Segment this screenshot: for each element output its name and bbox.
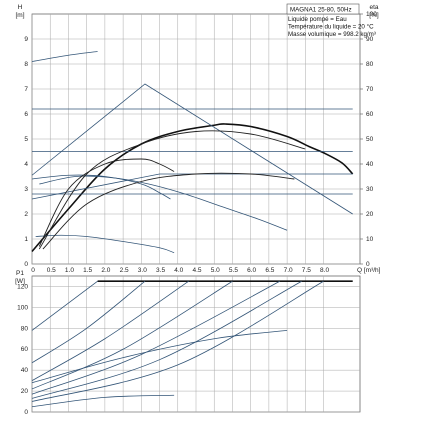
annotation-3: Masse volumique = 998.2 kg/m³ bbox=[288, 31, 376, 38]
upper-eta-12 bbox=[38, 158, 175, 247]
p1-tick-label: 100 bbox=[17, 304, 28, 311]
y-tick-label: 4 bbox=[24, 161, 28, 168]
lower-power-6 bbox=[31, 280, 281, 395]
p1-tick-label: 0 bbox=[24, 409, 28, 416]
y2-tick-label: 0 bbox=[366, 261, 370, 268]
upper-speed-curve-10 bbox=[35, 234, 175, 254]
y-tick-label: 2 bbox=[24, 211, 28, 218]
lower-power-5 bbox=[31, 280, 233, 390]
y-tick-label: 8 bbox=[24, 61, 28, 68]
y2-tick-label: 90 bbox=[366, 36, 374, 43]
title-box bbox=[286, 3, 360, 15]
p1-tick-label: 20 bbox=[21, 388, 29, 395]
y-axis-label: H bbox=[18, 4, 23, 11]
lower-power-8 bbox=[31, 280, 324, 402]
x-tick-label: 4.5 bbox=[192, 267, 201, 274]
chart-title: MAGNA1 25-80, 50Hz bbox=[290, 7, 352, 14]
y-tick-label: 3 bbox=[24, 186, 28, 193]
lower-power-7 bbox=[31, 280, 302, 399]
upper-speed-curve-7 bbox=[31, 51, 98, 62]
upper-prop-pressure-2 bbox=[31, 83, 353, 215]
upper-speed-curve-9 bbox=[39, 175, 288, 231]
lower-power-10 bbox=[31, 394, 175, 408]
x-tick-label: 1.0 bbox=[65, 267, 74, 274]
p1-tick-label: 80 bbox=[21, 325, 29, 332]
y2-tick-label: 70 bbox=[366, 86, 374, 93]
annotation-2: Température du liquide = 20 °C bbox=[288, 24, 374, 31]
x-tick-label: 7.5 bbox=[302, 267, 311, 274]
upper-head-max-1 bbox=[31, 123, 354, 253]
y2-axis-unit: [%] bbox=[369, 12, 379, 19]
upper-speed-curve-8 bbox=[31, 174, 171, 200]
x-tick-label: 7.0 bbox=[284, 267, 293, 274]
y2-tick-label: 40 bbox=[366, 161, 374, 168]
p1-tick-label: 120 bbox=[17, 283, 28, 290]
x-tick-label: 3.5 bbox=[156, 267, 165, 274]
y2-tick-label: 60 bbox=[366, 111, 374, 118]
x-tick-label: 1.5 bbox=[83, 267, 92, 274]
y-tick-label: 0 bbox=[24, 261, 28, 268]
annotation-1: Liquide pompé = Eau bbox=[288, 16, 347, 23]
x-tick-label: 5.5 bbox=[229, 267, 238, 274]
p1-tick-label: 40 bbox=[21, 367, 29, 374]
y-tick-label: 1 bbox=[24, 236, 28, 243]
y2-tick-label: 80 bbox=[366, 61, 374, 68]
p1-tick-label: 60 bbox=[21, 346, 29, 353]
lower-power-4 bbox=[31, 280, 189, 381]
x-tick-label: 3.0 bbox=[138, 267, 147, 274]
x-tick-label: 6.0 bbox=[247, 267, 256, 274]
x-tick-label: 2.0 bbox=[101, 267, 110, 274]
y-axis-unit: [m] bbox=[15, 12, 24, 19]
y2-axis-label: eta bbox=[369, 4, 378, 11]
y2-tick-label: 20 bbox=[366, 211, 374, 218]
y2-tick-label: 100 bbox=[366, 11, 377, 18]
x-tick-label: 6.5 bbox=[265, 267, 274, 274]
y2-tick-label: 30 bbox=[366, 186, 374, 193]
y-tick-label: 9 bbox=[24, 36, 28, 43]
x-tick-label: 5.0 bbox=[211, 267, 220, 274]
p1-axis-label: P1 bbox=[16, 270, 24, 277]
lower-power-2 bbox=[31, 280, 98, 331]
x-tick-label: 8.0 bbox=[320, 267, 329, 274]
upper-eta-13 bbox=[38, 130, 306, 250]
x-tick-label: 4.0 bbox=[174, 267, 183, 274]
y-tick-label: 7 bbox=[24, 86, 28, 93]
upper-eta-11 bbox=[42, 172, 295, 250]
lower-power-9 bbox=[31, 330, 288, 384]
y2-tick-label: 50 bbox=[366, 136, 374, 143]
x-tick-label: 0 bbox=[31, 267, 35, 274]
p1-axis-unit: [W] bbox=[15, 278, 25, 285]
y2-tick-label: 10 bbox=[366, 236, 374, 243]
x-tick-label: 0.5 bbox=[47, 267, 56, 274]
x-tick-label: 2.5 bbox=[120, 267, 129, 274]
x-axis-label: Q [m³/h] bbox=[357, 267, 381, 274]
y-tick-label: 6 bbox=[24, 111, 28, 118]
lower-power-3 bbox=[31, 280, 146, 364]
upper-prop-pressure-3 bbox=[31, 173, 353, 200]
y-tick-label: 5 bbox=[24, 136, 28, 143]
